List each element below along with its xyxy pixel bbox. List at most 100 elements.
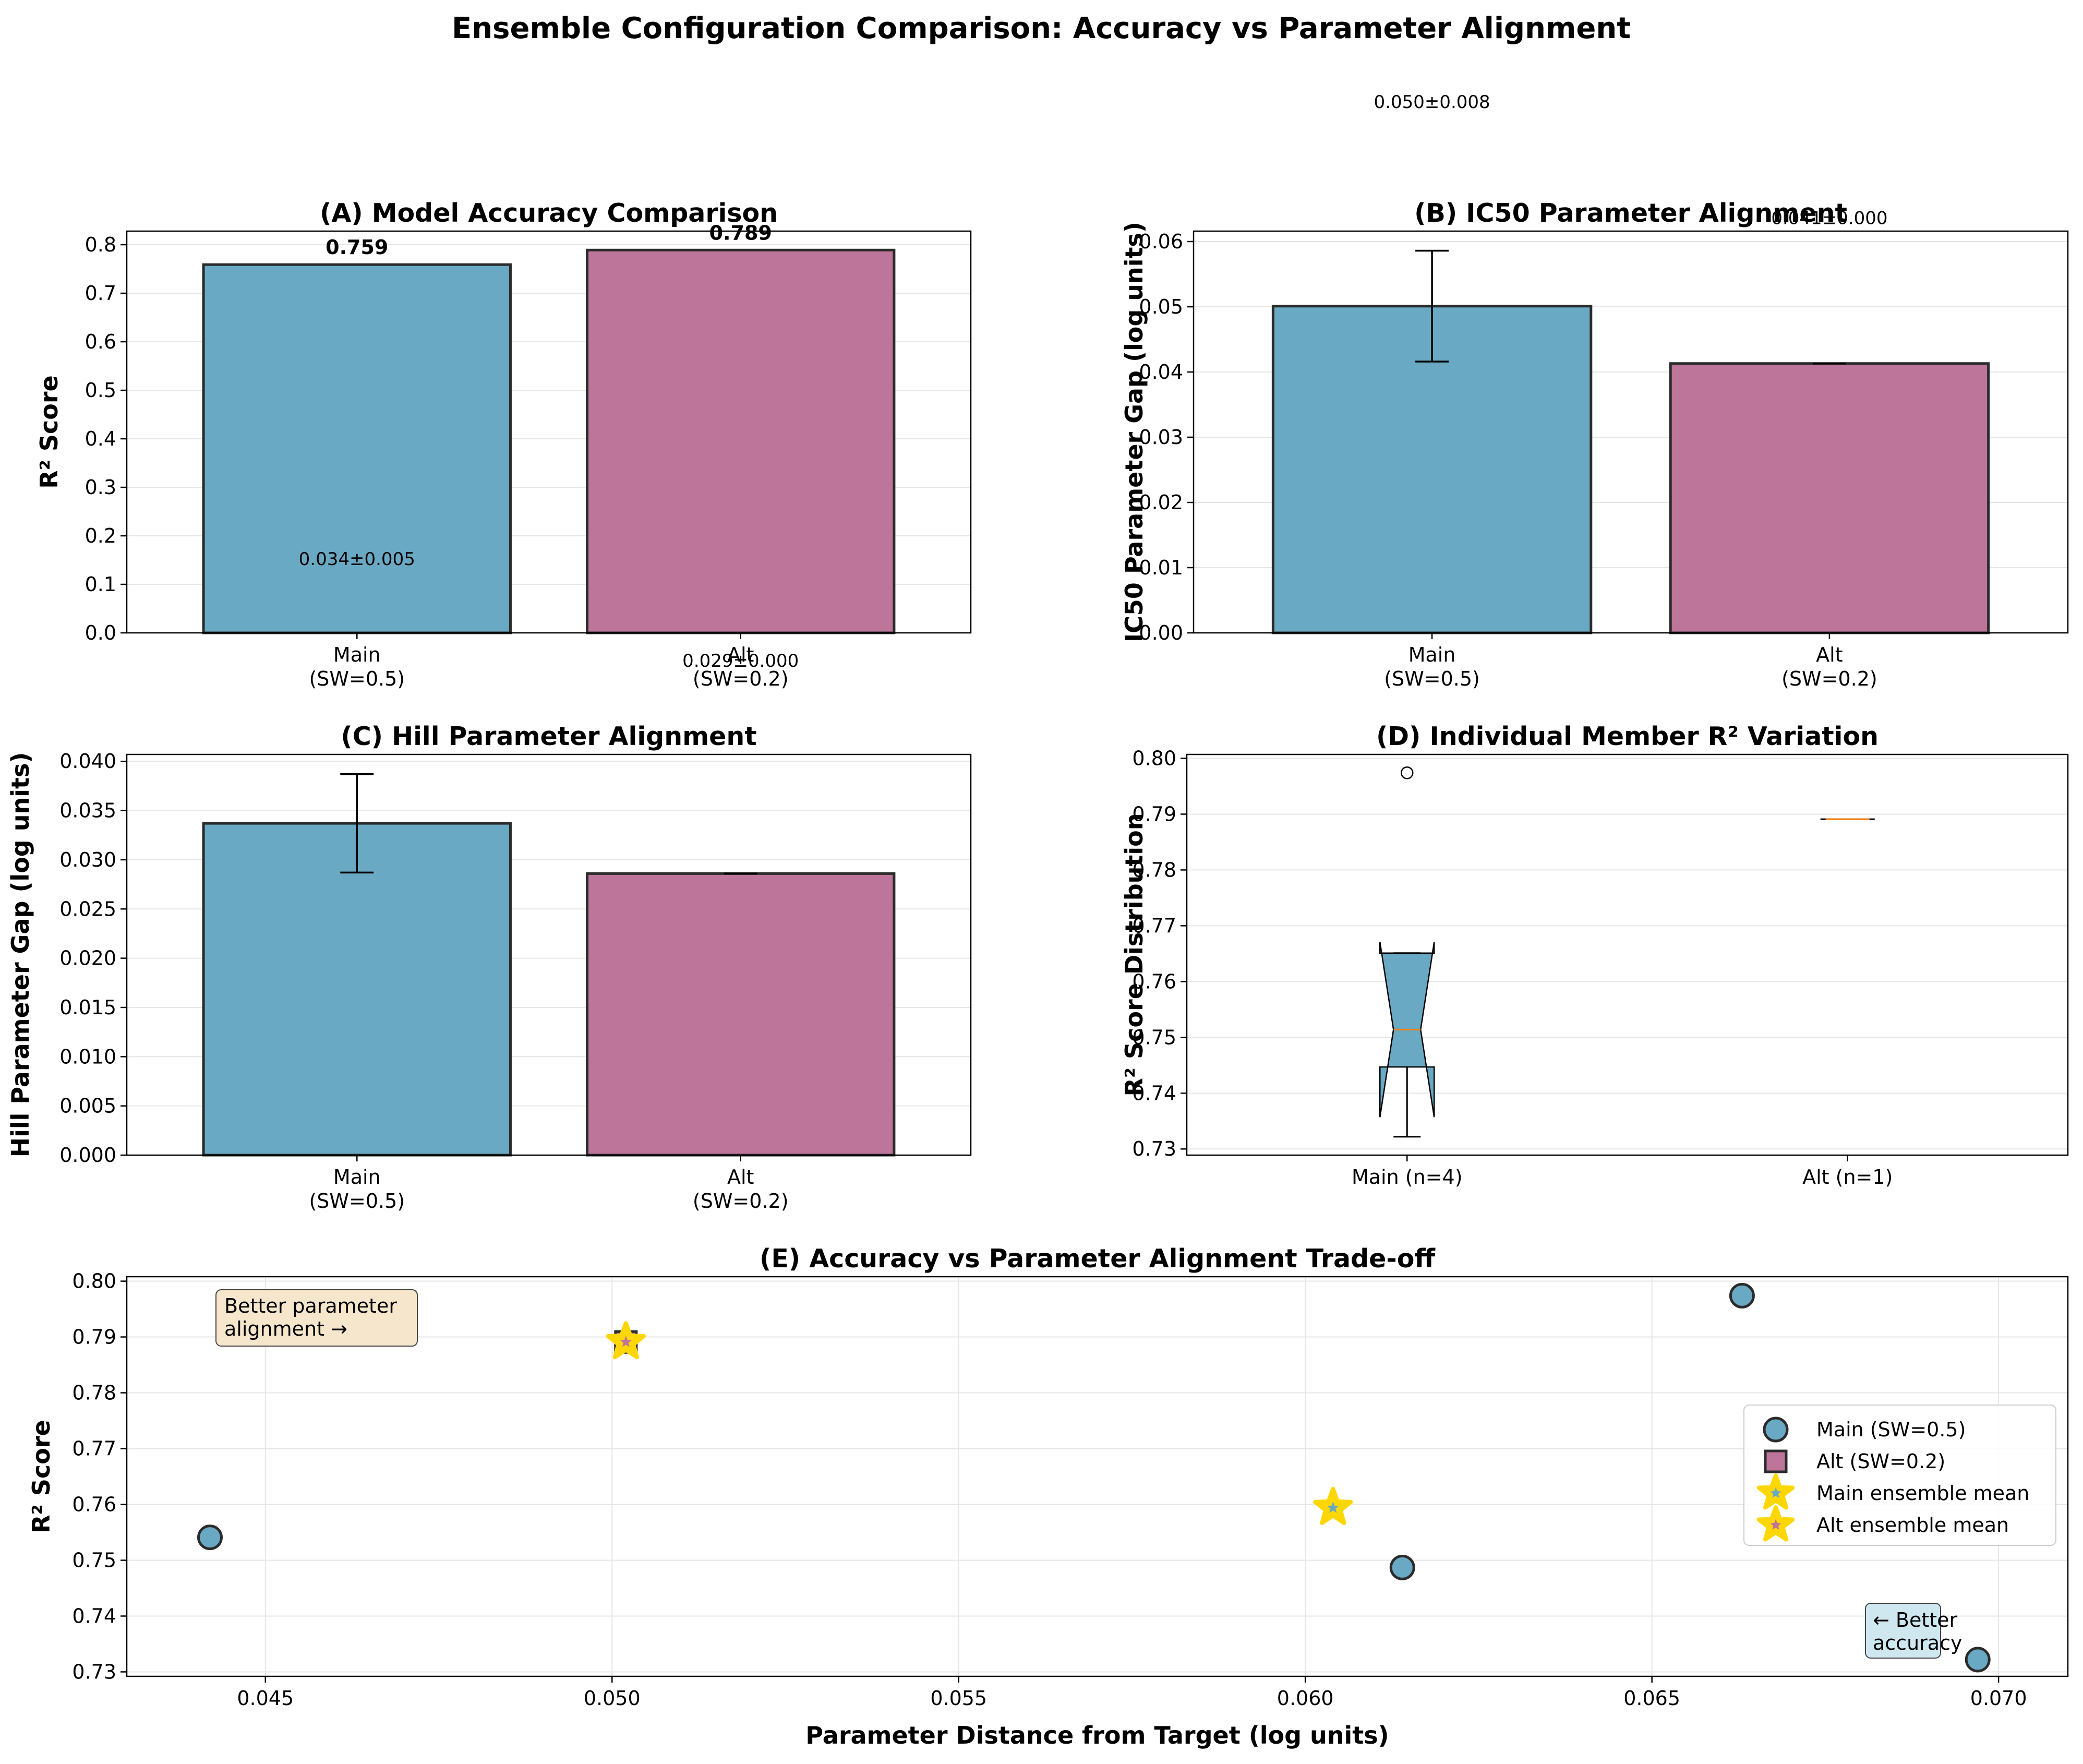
point-main <box>1965 1647 1991 1673</box>
y-tick-label: 0.025 <box>59 897 116 920</box>
bar-main <box>202 263 512 634</box>
panel-title: (C) Hill Parameter Alignment <box>341 722 756 751</box>
y-tick-label: 0.00 <box>1139 621 1183 644</box>
stray-annotation: 0.041±0.000 <box>1771 208 1887 229</box>
y-axis-label: IC50 Parameter Gap (log units) <box>1120 222 1148 642</box>
panel-A: 0.759 0.789 0.034±0.005 0.029±0.000 0.0 0.1 0.… <box>35 198 972 690</box>
legend-label: Alt ensemble mean <box>1816 1514 2009 1537</box>
x-tick-label: Main (SW=0.5) <box>1384 643 1480 690</box>
panels: 0.759 0.789 0.034±0.005 0.029±0.000 0.0 0.1 0.… <box>6 92 2069 1749</box>
y-tick-label: 0.005 <box>59 1095 116 1118</box>
panel-title: (B) IC50 Parameter Alignment <box>1414 198 1847 228</box>
bar-alt <box>586 872 896 1157</box>
legend-marker-alt <box>1764 1449 1788 1473</box>
figure-title: Ensemble Configuration Comparison: Accur… <box>452 11 1631 45</box>
y-tick-label: 0.80 <box>1132 747 1176 770</box>
axes-frame <box>1186 753 2069 1156</box>
ensemble-mean-star-core <box>620 1336 632 1347</box>
y-tick-label: 0.015 <box>59 996 116 1019</box>
y-tick-label: 0.73 <box>72 1660 116 1683</box>
x-tick-label: Main (n=4) <box>1352 1166 1463 1189</box>
panel-E: Better parameter alignment → ← Better accur… <box>27 1244 2069 1749</box>
y-axis-label: Hill Parameter Gap (log units) <box>6 752 34 1158</box>
legend-frame <box>1743 1405 2056 1546</box>
y-tick-label: 0.77 <box>72 1437 116 1460</box>
y-tick-label: 0.05 <box>1139 295 1183 318</box>
y-tick-label: 0.040 <box>59 750 116 773</box>
bar-value-label: 0.789 <box>709 221 772 244</box>
annotation-box-better-acc <box>1865 1603 1941 1659</box>
y-tick-label: 0.76 <box>72 1493 116 1516</box>
axes-frame <box>126 753 972 1156</box>
bar-main <box>202 822 512 1157</box>
axes-frame <box>126 1276 2069 1677</box>
stray-annotation: 0.029±0.000 <box>682 651 799 671</box>
panel-title: (A) Model Accuracy Comparison <box>320 198 778 228</box>
y-tick-label: 0.035 <box>59 799 116 822</box>
bar-alt <box>586 248 896 634</box>
y-tick-label: 0.73 <box>1132 1137 1176 1160</box>
y-axis-label: R² Score <box>35 375 63 488</box>
y-tick-label: 0.76 <box>1132 970 1176 993</box>
x-tick-label: Alt (SW=0.2) <box>693 1166 789 1213</box>
y-axis-label: R² Score <box>27 1420 55 1533</box>
y-tick-label: 0.01 <box>1139 556 1183 579</box>
y-tick-label: 0.010 <box>59 1045 116 1068</box>
point-main <box>1729 1282 1755 1309</box>
y-tick-label: 0.02 <box>1139 491 1183 514</box>
y-tick-label: 0.79 <box>1132 802 1176 825</box>
x-tick-label: Main (SW=0.5) <box>309 1166 405 1213</box>
y-tick-label: 0.030 <box>59 848 116 871</box>
x-tick-label: Main (SW=0.5) <box>309 643 405 690</box>
y-tick-label: 0.5 <box>85 379 116 402</box>
y-tick-label: 0.79 <box>72 1326 116 1349</box>
y-tick-label: 0.2 <box>85 524 116 547</box>
y-tick-label: 0.000 <box>59 1144 116 1167</box>
outlier-point <box>1401 766 1414 779</box>
y-tick-label: 0.8 <box>85 233 116 256</box>
stray-annotation: 0.050±0.008 <box>1374 92 1490 113</box>
y-tick-label: 0.78 <box>1132 858 1176 881</box>
x-tick-label: 0.070 <box>1970 1687 2027 1710</box>
legend-label: Alt (SW=0.2) <box>1816 1450 1945 1473</box>
panel-title: (D) Individual Member R² Variation <box>1376 722 1879 751</box>
y-tick-label: 0.1 <box>85 573 116 596</box>
y-tick-label: 0.3 <box>85 476 116 499</box>
x-tick-label: Alt (SW=0.2) <box>693 643 789 690</box>
panel-D: 0.73 0.74 0.75 0.76 0.77 0.78 0.79 0.80 Main (n=… <box>1120 722 2069 1189</box>
y-tick-label: 0.020 <box>59 947 116 970</box>
panel-title: (E) Accuracy vs Parameter Alignment Trad… <box>760 1244 1436 1274</box>
y-tick-label: 0.6 <box>85 330 116 353</box>
legend-marker-star-core <box>1770 1519 1781 1530</box>
y-tick-label: 0.0 <box>85 621 116 644</box>
x-axis-label: Parameter Distance from Target (log unit… <box>805 1721 1389 1749</box>
stray-annotation: 0.034±0.005 <box>299 549 415 570</box>
y-axis-label: R² Score Distribution <box>1120 813 1148 1096</box>
y-tick-label: 0.03 <box>1139 426 1183 449</box>
y-tick-label: 0.04 <box>1139 361 1183 383</box>
y-tick-label: 0.7 <box>85 282 116 305</box>
axes-frame <box>126 230 972 634</box>
axes-frame <box>1193 230 2069 634</box>
x-tick-label: 0.060 <box>1277 1687 1334 1710</box>
x-tick-label: Alt (n=1) <box>1802 1166 1893 1189</box>
legend-marker-main <box>1763 1417 1789 1443</box>
annotation-box-better-param <box>215 1289 418 1347</box>
y-tick-label: 0.06 <box>1139 230 1183 253</box>
y-tick-label: 0.74 <box>1132 1082 1176 1105</box>
annotation-better-acc: ← Better accuracy <box>1873 1609 1962 1654</box>
y-tick-label: 0.75 <box>1132 1026 1176 1049</box>
legend-label: Main ensemble mean <box>1816 1482 2029 1505</box>
y-tick-label: 0.75 <box>72 1549 116 1571</box>
x-tick-label: 0.050 <box>584 1687 641 1710</box>
y-tick-label: 0.4 <box>85 427 116 450</box>
y-tick-label: 0.80 <box>72 1270 116 1293</box>
legend-marker-star-core <box>1770 1487 1781 1498</box>
annotation-better-param: Better parameter alignment → <box>224 1294 397 1340</box>
y-tick-label: 0.77 <box>1132 914 1176 937</box>
panel-B: 0.050±0.008 0.041±0.000 0.00 0.01 0.02 0.03 0.… <box>1120 92 2069 690</box>
x-tick-label: 0.045 <box>237 1687 294 1710</box>
y-tick-label: 0.78 <box>72 1382 116 1405</box>
point-main <box>197 1525 223 1551</box>
